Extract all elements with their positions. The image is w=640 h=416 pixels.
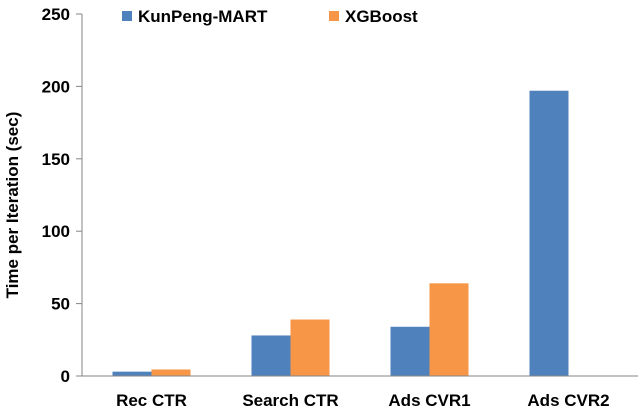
x-category-label: Search CTR [242,391,338,410]
legend-swatch [122,11,132,21]
legend-label: KunPeng-MART [138,7,268,26]
x-category-label: Ads CVR2 [527,391,609,410]
y-axis-title-group: Time per Iteration (sec) [3,112,22,299]
bar-kunpeng-mart-ads-cvr1 [390,326,430,376]
legend-swatch [329,11,339,21]
bar-kunpeng-mart-rec-ctr [112,371,152,376]
bar-xgboost-rec-ctr [151,369,191,376]
x-axis-labels: Rec CTR Search CTR Ads CVR1 Ads CVR2 [116,391,610,410]
bar-xgboost-ads-cvr1 [429,283,469,376]
bar-xgboost-search-ctr [290,319,330,376]
y-tick-label: 250 [42,5,70,24]
y-tick-label: 100 [42,222,70,241]
bars [112,90,569,376]
legend: KunPeng-MART XGBoost [122,7,418,26]
y-axis-ticks: 0 50 100 150 200 250 [42,5,82,386]
x-category-label: Ads CVR1 [388,391,470,410]
axes [81,14,638,377]
legend-label: XGBoost [345,7,418,26]
y-tick-label: 0 [61,367,70,386]
x-category-label: Rec CTR [116,391,187,410]
y-tick-label: 150 [42,150,70,169]
y-tick-label: 200 [42,77,70,96]
y-tick-label: 50 [51,295,70,314]
bar-kunpeng-mart-ads-cvr2 [529,90,569,376]
y-axis-title: Time per Iteration (sec) [3,112,22,299]
bar-kunpeng-mart-search-ctr [251,335,291,376]
